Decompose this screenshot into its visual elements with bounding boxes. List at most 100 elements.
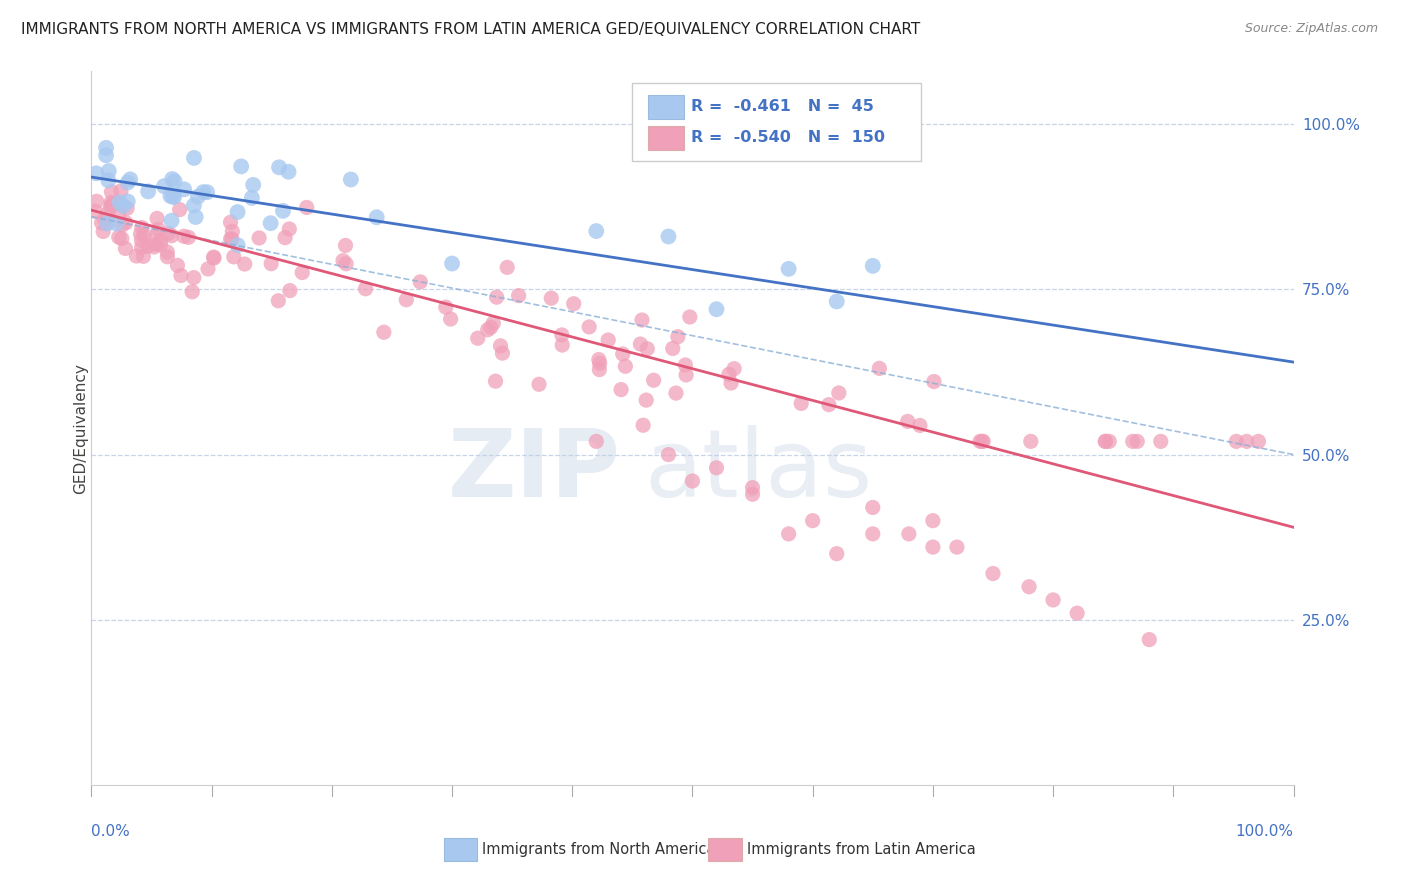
Point — [115, 216, 138, 230]
Point — [134, 228, 156, 243]
Point — [706, 460, 728, 475]
Point — [277, 165, 299, 179]
Point — [969, 434, 991, 449]
Point — [946, 540, 969, 554]
FancyBboxPatch shape — [633, 84, 921, 161]
Point — [131, 220, 153, 235]
Point — [231, 160, 253, 174]
Point — [1236, 434, 1258, 449]
Point — [148, 222, 170, 236]
Point — [219, 215, 242, 229]
Point — [100, 195, 122, 210]
Point — [187, 190, 209, 204]
Point — [1150, 434, 1173, 449]
Point — [868, 361, 890, 376]
Point — [93, 212, 115, 227]
Point — [1018, 580, 1040, 594]
Point — [862, 259, 884, 273]
Point — [661, 342, 683, 356]
Point — [1019, 434, 1042, 449]
Point — [260, 257, 283, 271]
Point — [278, 284, 301, 298]
Point — [409, 275, 432, 289]
Point — [267, 161, 290, 175]
Point — [157, 227, 180, 241]
Text: atlas: atlas — [644, 425, 873, 517]
Point — [862, 500, 884, 515]
Point — [84, 166, 107, 180]
Point — [551, 327, 574, 342]
Point — [482, 316, 505, 330]
Point — [578, 319, 600, 334]
Point — [295, 201, 318, 215]
Point — [100, 200, 122, 214]
Point — [588, 362, 610, 376]
Point — [111, 218, 134, 232]
Point — [105, 217, 128, 231]
Point — [491, 346, 513, 360]
Point — [440, 312, 463, 326]
Text: Immigrants from North America: Immigrants from North America — [482, 842, 716, 856]
Point — [862, 527, 884, 541]
Point — [181, 285, 204, 299]
Point — [527, 377, 550, 392]
Point — [173, 182, 195, 196]
Point — [125, 249, 148, 263]
Point — [335, 257, 357, 271]
Point — [197, 261, 219, 276]
Point — [598, 333, 620, 347]
Point — [117, 176, 139, 190]
Point — [657, 448, 679, 462]
Point — [1122, 434, 1144, 449]
Point — [96, 217, 118, 231]
Text: Source: ZipAtlas.com: Source: ZipAtlas.com — [1244, 22, 1378, 36]
Point — [540, 291, 562, 305]
Point — [610, 383, 633, 397]
Point — [1098, 434, 1121, 449]
Point — [115, 201, 138, 215]
Point — [173, 229, 195, 244]
Point — [291, 266, 314, 280]
Point — [162, 190, 184, 204]
Point — [551, 338, 574, 352]
Point — [226, 238, 249, 252]
Point — [612, 347, 634, 361]
Point — [110, 184, 132, 198]
Point — [801, 514, 824, 528]
Point — [636, 393, 658, 408]
Point — [628, 337, 651, 351]
Point — [86, 194, 108, 209]
Point — [160, 172, 183, 186]
FancyBboxPatch shape — [648, 126, 685, 150]
Point — [1094, 434, 1116, 449]
Point — [104, 196, 127, 211]
Point — [132, 249, 155, 263]
Point — [159, 189, 181, 203]
Point — [778, 261, 800, 276]
Point — [96, 216, 118, 230]
Text: ZIP: ZIP — [447, 425, 620, 517]
Point — [1094, 434, 1116, 449]
Point — [97, 206, 120, 220]
Point — [91, 224, 114, 238]
Point — [741, 487, 763, 501]
Point — [778, 527, 800, 541]
Point — [136, 239, 159, 253]
Text: R =  -0.461   N =  45: R = -0.461 N = 45 — [692, 99, 875, 114]
Point — [112, 199, 135, 213]
Point — [166, 259, 188, 273]
Point — [219, 232, 242, 246]
Point — [117, 194, 139, 209]
Point — [160, 228, 183, 243]
Point — [1247, 434, 1270, 449]
Point — [675, 368, 697, 382]
Point — [589, 356, 612, 370]
Point — [922, 375, 945, 389]
Point — [149, 237, 172, 252]
Point — [981, 566, 1004, 581]
Point — [825, 547, 848, 561]
Point — [221, 232, 243, 246]
Point — [1042, 593, 1064, 607]
Point — [720, 376, 742, 390]
Point — [395, 293, 418, 307]
